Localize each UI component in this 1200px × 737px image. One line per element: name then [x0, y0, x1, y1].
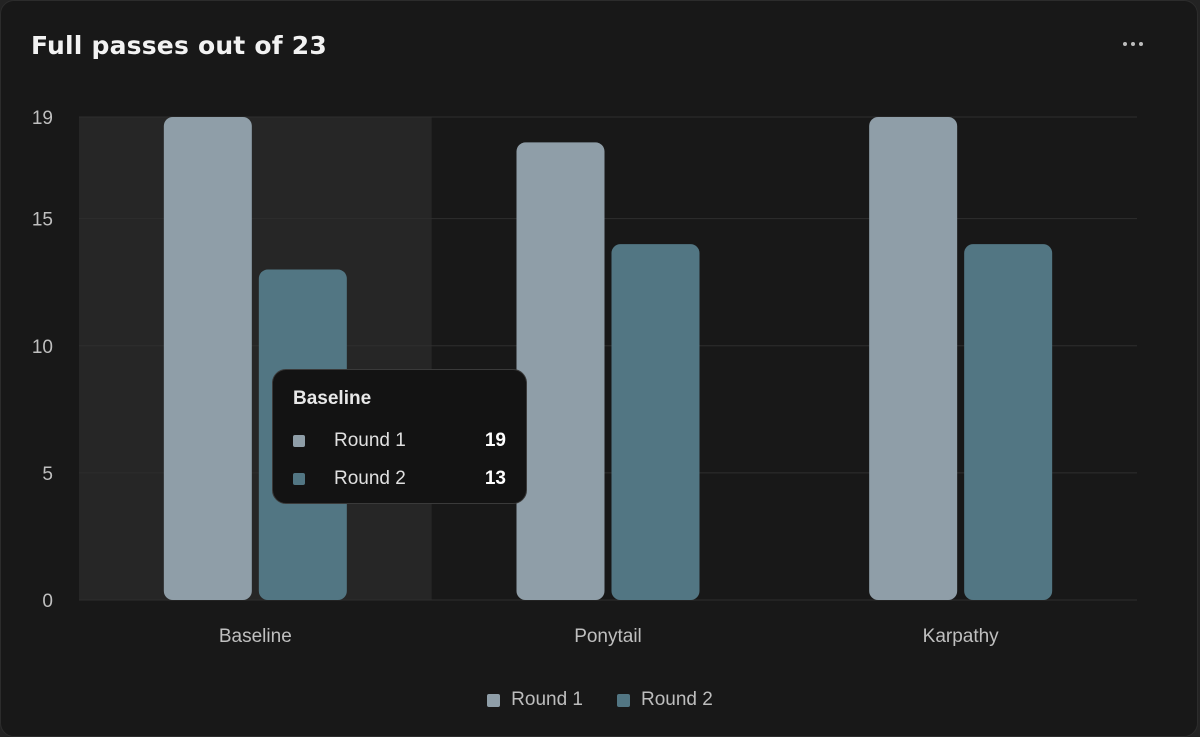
y-tick-label: 19 [32, 108, 53, 129]
legend-label: Round 1 [511, 689, 583, 710]
bar-round-1-karpathy [869, 117, 958, 600]
tooltip-row-round-1: Round 1 19 [293, 422, 506, 460]
tooltip-title: Baseline [293, 388, 372, 409]
legend-item-round-1[interactable]: Round 1 [487, 689, 583, 711]
chart-title: Full passes out of 23 [31, 31, 327, 60]
legend-item-round-2[interactable]: Round 2 [617, 689, 713, 711]
bar-round-1-ponytail [516, 142, 605, 600]
legend-swatch-round-2 [617, 693, 630, 707]
y-tick-label: 15 [32, 210, 53, 231]
bar-round-2-karpathy [964, 244, 1053, 600]
chart-legend: Round 1 Round 2 [1, 689, 1197, 711]
x-tick-label: Baseline [219, 626, 292, 647]
more-options-button[interactable] [1115, 29, 1151, 59]
more-horizontal-icon-dot [1139, 42, 1143, 46]
more-horizontal-icon-dot [1131, 42, 1135, 46]
x-tick-label: Ponytail [574, 626, 642, 647]
tooltip-label: Round 1 [334, 430, 406, 451]
y-tick-label: 10 [32, 337, 53, 358]
tooltip-value: 19 [484, 430, 506, 451]
y-tick-label: 0 [42, 591, 53, 612]
tooltip-value: 13 [484, 468, 506, 489]
bar-round-2-ponytail [611, 244, 700, 600]
hover-highlight-band [79, 117, 432, 600]
tooltip-row-round-2: Round 2 13 [293, 460, 506, 498]
tooltip-label: Round 2 [334, 468, 406, 489]
bar-round-1-baseline [163, 117, 252, 600]
x-tick-label: Karpathy [923, 626, 1000, 647]
y-tick-label: 5 [42, 464, 53, 485]
tooltip-swatch-round-1 [293, 435, 305, 447]
legend-label: Round 2 [641, 689, 713, 710]
more-horizontal-icon [1123, 42, 1127, 46]
legend-swatch-round-1 [487, 693, 501, 707]
chart-tooltip: Baseline Round 1 19 Round 2 13 [272, 369, 527, 504]
tooltip-swatch-round-2 [293, 473, 305, 485]
